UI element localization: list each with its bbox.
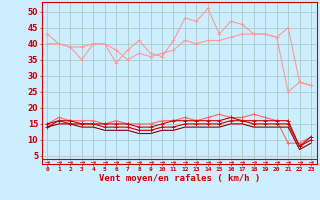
X-axis label: Vent moyen/en rafales ( km/h ): Vent moyen/en rafales ( km/h ) [99,174,260,183]
